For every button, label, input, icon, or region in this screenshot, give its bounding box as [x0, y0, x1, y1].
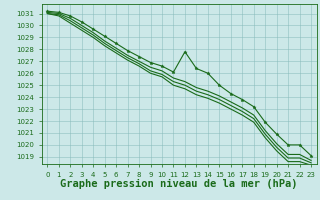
X-axis label: Graphe pression niveau de la mer (hPa): Graphe pression niveau de la mer (hPa) — [60, 179, 298, 189]
